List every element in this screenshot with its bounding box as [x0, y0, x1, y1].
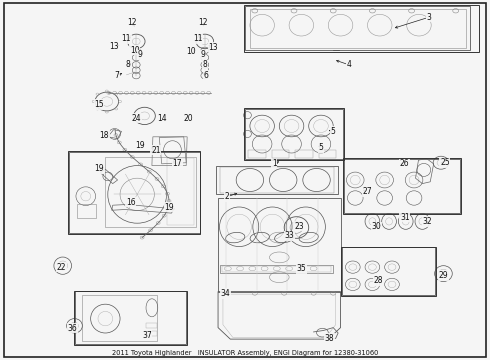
Text: 25: 25 [440, 158, 450, 167]
Text: 5: 5 [331, 127, 336, 136]
Text: 26: 26 [399, 159, 409, 168]
Bar [248, 150, 266, 158]
Text: 21: 21 [151, 145, 161, 155]
Text: 11: 11 [122, 34, 131, 43]
Text: 13: 13 [109, 41, 119, 50]
Text: 8: 8 [125, 60, 130, 69]
Bar [295, 150, 313, 158]
Text: 28: 28 [373, 276, 383, 285]
Bar [74, 291, 187, 345]
Bar [77, 204, 96, 218]
Text: 4: 4 [346, 60, 351, 69]
Text: 11: 11 [193, 34, 203, 43]
Text: 29: 29 [439, 271, 448, 280]
Text: 12: 12 [127, 18, 137, 27]
Bar [272, 150, 289, 158]
Text: 33: 33 [284, 231, 294, 240]
Text: 12: 12 [198, 18, 208, 27]
Bar [244, 5, 479, 52]
Text: 16: 16 [126, 198, 136, 207]
Text: 2011 Toyota Highlander   INSULATOR Assembly, ENGI Diagram for 12380-31060: 2011 Toyota Highlander INSULATOR Assembl… [112, 350, 378, 356]
Bar [341, 247, 436, 296]
Text: 10: 10 [186, 46, 196, 55]
Text: 37: 37 [142, 331, 152, 340]
Text: 32: 32 [422, 217, 432, 226]
Bar [343, 158, 461, 214]
Text: 5: 5 [318, 143, 323, 152]
Text: 13: 13 [208, 43, 218, 52]
Bar [319, 150, 336, 158]
Text: 30: 30 [371, 222, 381, 231]
Text: 17: 17 [172, 159, 182, 168]
Text: 19: 19 [135, 141, 145, 150]
Text: 7: 7 [114, 71, 119, 80]
Text: 19: 19 [95, 164, 104, 173]
Text: 19: 19 [164, 202, 174, 211]
Bar [244, 108, 344, 160]
Bar [68, 151, 200, 234]
Text: 22: 22 [56, 263, 66, 271]
Text: 36: 36 [68, 324, 77, 333]
Text: 18: 18 [99, 130, 109, 139]
Text: 1: 1 [272, 159, 277, 168]
Text: 15: 15 [94, 100, 104, 109]
Text: 20: 20 [184, 114, 194, 123]
Text: 8: 8 [202, 60, 207, 69]
Text: 14: 14 [157, 114, 167, 123]
Text: 10: 10 [130, 46, 140, 55]
Text: 27: 27 [363, 187, 372, 196]
Text: 24: 24 [131, 113, 141, 122]
Text: 9: 9 [137, 50, 142, 59]
Text: 34: 34 [220, 289, 230, 298]
Text: 2: 2 [224, 192, 229, 201]
Text: 9: 9 [201, 50, 206, 59]
Text: 23: 23 [294, 222, 304, 231]
Bar [146, 323, 157, 328]
Text: 35: 35 [296, 264, 306, 274]
Text: 6: 6 [203, 71, 208, 80]
Text: 31: 31 [400, 212, 410, 221]
Text: 38: 38 [324, 334, 334, 343]
Text: 3: 3 [426, 13, 431, 22]
Bar [146, 331, 157, 336]
